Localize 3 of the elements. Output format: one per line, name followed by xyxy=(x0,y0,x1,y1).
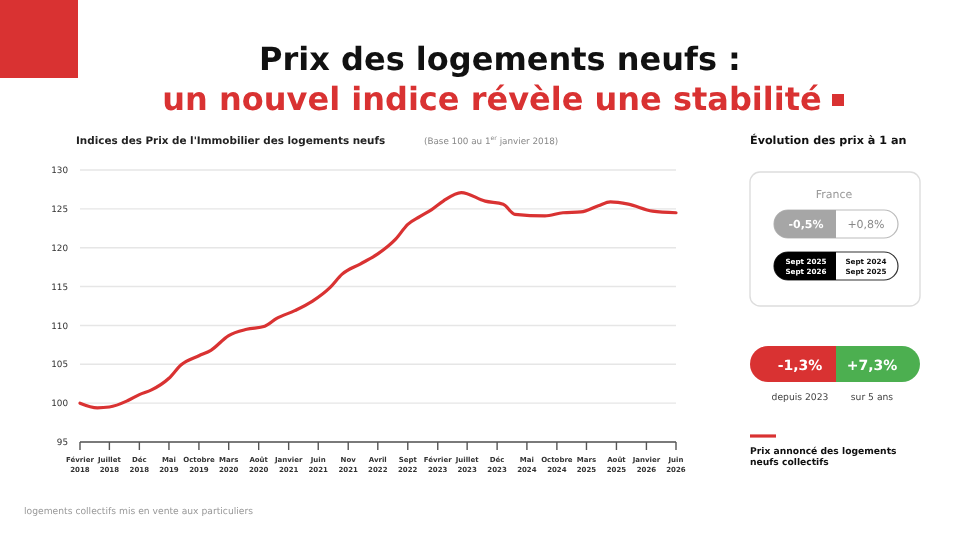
line-series xyxy=(78,190,678,410)
chart-title: Prix des logements neufs : xyxy=(259,40,741,78)
chart-subtitle: un nouvel indice révèle une stabilité xyxy=(162,80,822,118)
